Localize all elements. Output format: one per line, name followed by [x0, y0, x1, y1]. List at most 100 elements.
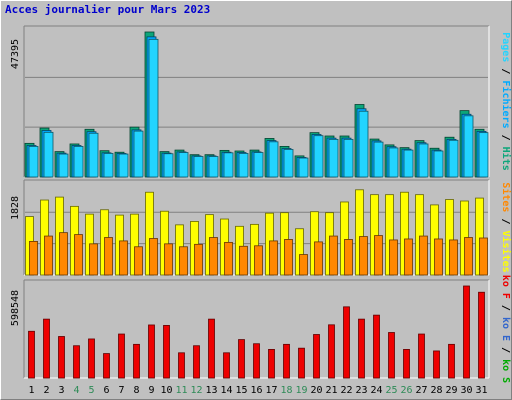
legend-middle-part-2: Visites	[500, 231, 512, 273]
bar-kbytes-day-27	[418, 333, 425, 379]
bar-kbytes-day-1	[28, 330, 35, 379]
bar-pages-day-8	[133, 130, 144, 178]
bar-sites-day-19	[299, 254, 308, 276]
bar-pages-day-30	[463, 115, 474, 178]
bar-sites-day-29	[449, 239, 458, 276]
bar-kbytes-day-21	[328, 324, 335, 379]
bar-kbytes-day-9	[148, 324, 155, 379]
bar-kbytes-day-7	[118, 333, 125, 379]
x-tick-label-23: 23	[355, 385, 367, 396]
legend-top-part-2: Fichiers	[500, 80, 512, 128]
x-tick-label-18: 18	[280, 385, 292, 396]
chart-title: Acces journalier pour Mars 2023	[5, 3, 211, 16]
bar-pages-day-14	[223, 152, 234, 178]
bar-sites-day-21	[329, 235, 338, 276]
legend-middle-part-1: /	[500, 212, 511, 230]
bar-sites-day-5	[89, 243, 98, 276]
bar-kbytes-day-31	[478, 291, 485, 379]
bar-sites-day-10	[164, 243, 173, 276]
bar-kbytes-day-14	[223, 352, 230, 379]
x-tick-label-9: 9	[148, 385, 154, 396]
x-tick-label-29: 29	[445, 385, 457, 396]
bar-pages-day-9	[148, 38, 159, 178]
bar-kbytes-day-24	[373, 314, 380, 379]
bar-sites-day-24	[374, 235, 383, 276]
bar-pages-day-15	[238, 153, 249, 178]
x-tick-label-12: 12	[190, 385, 202, 396]
bar-sites-day-12	[194, 243, 203, 276]
bar-pages-day-25	[388, 147, 399, 178]
bar-sites-day-14	[224, 241, 233, 276]
bar-kbytes-day-17	[268, 349, 275, 379]
bar-kbytes-day-10	[163, 325, 170, 379]
x-tick-label-11: 11	[175, 385, 187, 396]
axis-max-label-middle: 1828	[10, 196, 21, 220]
bar-pages-day-1	[28, 146, 39, 178]
bar-sites-day-16	[254, 245, 263, 276]
bar-sites-day-13	[209, 237, 218, 276]
bar-kbytes-day-5	[88, 338, 95, 379]
bar-sites-day-28	[434, 238, 443, 276]
bar-sites-day-26	[404, 238, 413, 276]
bar-sites-day-8	[134, 246, 143, 276]
bar-sites-day-18	[284, 239, 293, 276]
bar-kbytes-day-11	[178, 352, 185, 379]
x-tick-label-6: 6	[103, 385, 109, 396]
bar-kbytes-day-16	[253, 343, 260, 379]
bar-pages-day-27	[418, 143, 429, 178]
bar-pages-day-18	[283, 149, 294, 178]
bar-pages-day-24	[373, 141, 384, 178]
bar-pages-day-17	[268, 141, 279, 178]
bar-sites-day-17	[269, 240, 278, 276]
bar-sites-day-11	[179, 246, 188, 276]
bar-kbytes-day-19	[298, 347, 305, 379]
x-tick-label-5: 5	[88, 385, 94, 396]
x-tick-label-31: 31	[475, 385, 487, 396]
bar-kbytes-day-25	[388, 332, 395, 379]
x-tick-label-13: 13	[205, 385, 217, 396]
legend-bottom-part-4: ko S	[500, 359, 511, 383]
bar-sites-day-23	[359, 236, 368, 276]
legend-bottom-part-3: /	[500, 341, 511, 359]
bar-pages-day-13	[208, 156, 219, 178]
legend-middle-part-0: Sites	[500, 182, 512, 212]
bar-pages-day-2	[43, 131, 54, 178]
x-tick-label-10: 10	[160, 385, 172, 396]
legend-bottom-part-2: ko E	[500, 317, 511, 341]
bar-pages-day-11	[178, 152, 189, 178]
bar-sites-day-9	[149, 238, 158, 276]
bar-kbytes-day-26	[403, 349, 410, 379]
bar-kbytes-day-6	[103, 353, 110, 379]
bar-pages-day-26	[403, 149, 414, 178]
x-tick-label-24: 24	[370, 385, 382, 396]
bar-kbytes-day-30	[463, 285, 470, 379]
x-tick-label-30: 30	[460, 385, 472, 396]
bar-sites-day-25	[389, 239, 398, 276]
x-tick-label-2: 2	[43, 385, 49, 396]
axis-max-label-bottom: 598548	[10, 290, 21, 326]
bar-sites-day-6	[104, 237, 113, 276]
legend-top-part-4: Hits	[500, 147, 512, 171]
legend-bottom: ko F / ko E / ko S	[500, 275, 511, 383]
bar-kbytes-day-20	[313, 334, 320, 379]
x-tick-label-28: 28	[430, 385, 442, 396]
x-tick-label-8: 8	[133, 385, 139, 396]
bar-pages-day-20	[313, 135, 324, 178]
legend-middle: Sites / Visites	[500, 182, 512, 272]
bar-kbytes-day-18	[283, 343, 290, 379]
legend-top-part-3: /	[500, 129, 511, 147]
bar-kbytes-day-8	[133, 343, 140, 379]
bar-pages-day-5	[88, 132, 99, 178]
x-tick-label-22: 22	[340, 385, 352, 396]
legend-bottom-part-0: ko F	[500, 275, 511, 299]
bar-pages-day-6	[103, 153, 114, 178]
bar-sites-day-7	[119, 240, 128, 276]
bar-sites-day-22	[344, 239, 353, 276]
bar-sites-day-15	[239, 245, 248, 276]
bar-sites-day-2	[44, 235, 53, 276]
x-tick-label-20: 20	[310, 385, 322, 396]
bar-pages-day-16	[253, 152, 264, 178]
legend-bottom-part-1: /	[500, 299, 511, 317]
bar-sites-day-1	[29, 241, 38, 276]
bar-kbytes-day-13	[208, 318, 215, 379]
